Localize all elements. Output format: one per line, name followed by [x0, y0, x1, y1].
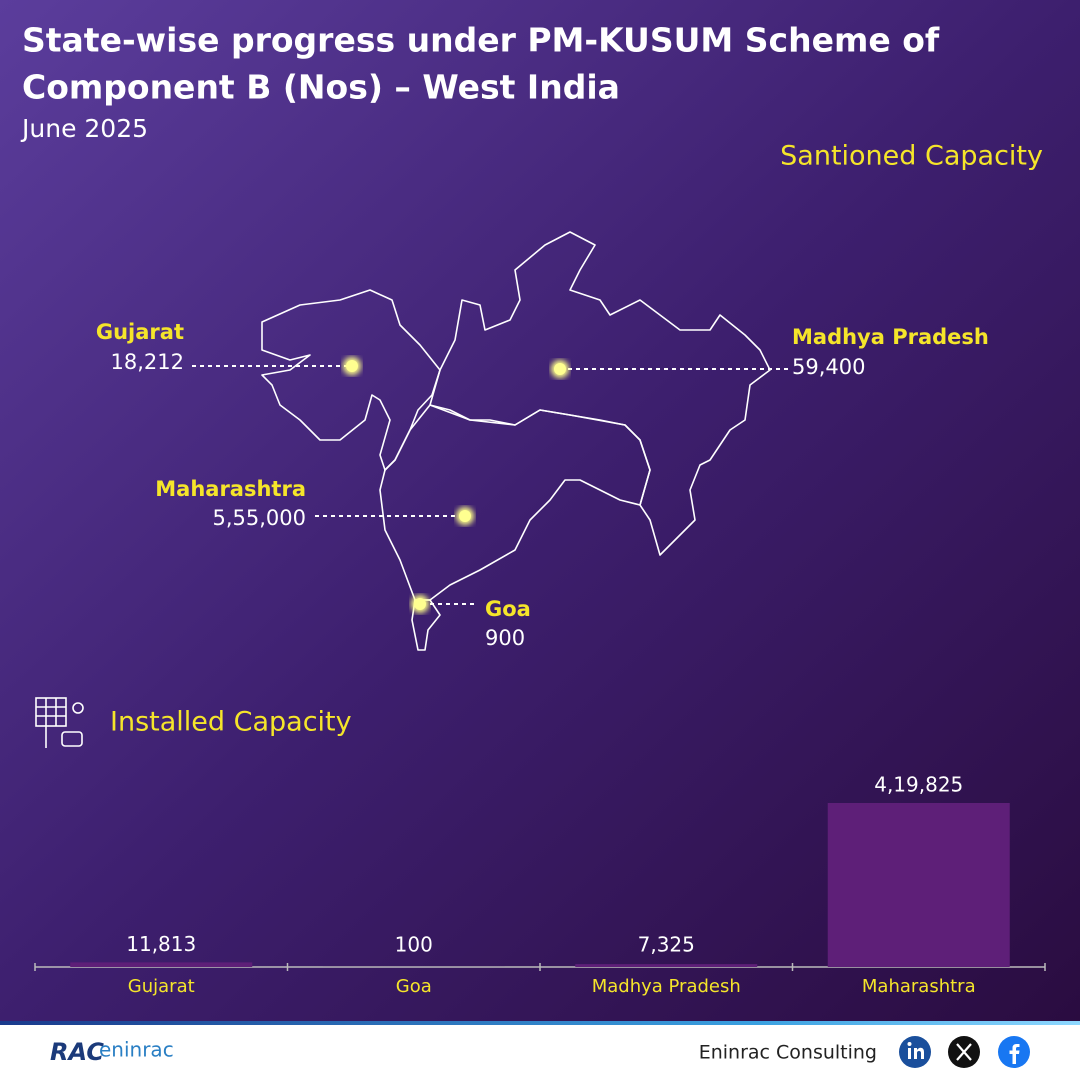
state-value: 18,212	[111, 350, 184, 374]
logo-mark: RAC	[50, 1038, 104, 1066]
state-dot	[554, 363, 566, 375]
map-title: Santioned Capacity	[780, 141, 1043, 172]
title-line: Component B (Nos) – West India	[22, 68, 620, 107]
logo-text: eninrac	[99, 1038, 174, 1062]
value-label: 100	[395, 933, 433, 957]
state-value: 59,400	[792, 355, 865, 379]
company-name: Eninrac Consulting	[699, 1042, 877, 1064]
state-dot	[346, 360, 358, 372]
state-name: Madhya Pradesh	[792, 325, 989, 349]
social-icons	[899, 1036, 1030, 1068]
x-tick-label: Maharashtra	[862, 976, 976, 997]
bar	[70, 962, 252, 967]
bar	[575, 964, 757, 967]
state-name: Maharashtra	[155, 477, 306, 501]
state-value: 5,55,000	[212, 506, 306, 530]
chart-title: Installed Capacity	[110, 707, 352, 738]
state-name: Gujarat	[96, 320, 184, 344]
value-label: 4,19,825	[874, 773, 963, 797]
state-value: 900	[485, 626, 525, 650]
value-label: 11,813	[126, 932, 196, 956]
state-name: Goa	[485, 597, 531, 621]
x-tick-label: Madhya Pradesh	[592, 976, 741, 997]
bar	[828, 803, 1010, 967]
state-dot	[459, 510, 471, 522]
state-dot	[414, 598, 426, 610]
footer-strip	[0, 1021, 1080, 1025]
subtitle: June 2025	[20, 114, 148, 143]
x-tick-label: Goa	[396, 976, 432, 997]
value-label: 7,325	[638, 933, 695, 957]
x-tick-label: Gujarat	[128, 976, 195, 997]
title-line: State-wise progress under PM-KUSUM Schem…	[22, 21, 940, 60]
